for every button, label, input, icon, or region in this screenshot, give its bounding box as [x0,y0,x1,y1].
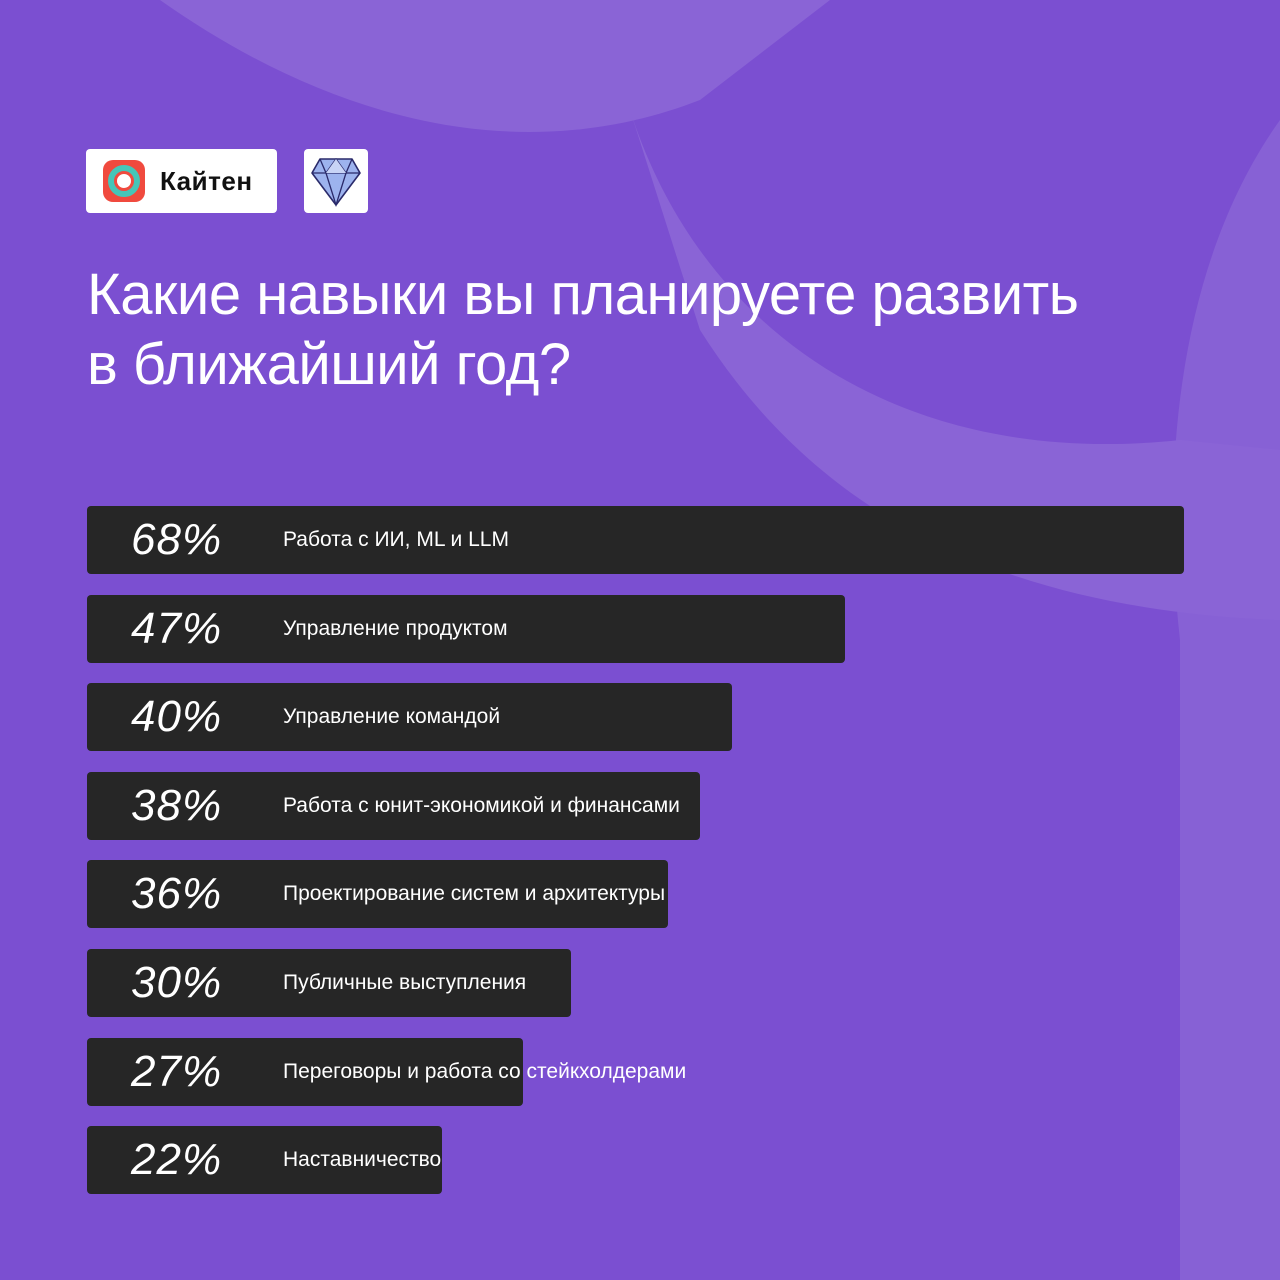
bar-category-label: Наставничество [283,1148,442,1171]
bar-value-label: 22% [131,1135,223,1184]
bar-category-label: Работа с юнит-экономикой и финансами [283,794,680,817]
bar-category-label: Переговоры и работа со стейкхолдерами [283,1060,687,1083]
background-arc-shape [1173,0,1280,1280]
bar-category-label: Работа с ИИ, ML и LLM [283,528,509,551]
bar-value-label: 38% [131,781,223,830]
kaiten-logo: Кайтен [86,149,277,213]
kaiten-logo-text: Кайтен [160,165,253,196]
bar-value-label: 40% [131,692,223,741]
bar-category-label: Проектирование систем и архитектуры [283,882,666,905]
bar-row: 22% Наставничество [87,1126,442,1194]
bar-row: 38% Работа с юнит-экономикой и финансами [87,772,700,840]
bar-value-label: 36% [131,869,223,918]
bar-row: 27% Переговоры и работа со стейкхолдерами [87,1038,686,1106]
bar-category-label: Управление продуктом [283,617,508,640]
background-arc-shape [160,0,830,132]
bar-category-label: Публичные выступления [283,971,527,994]
bar-row: 30% Публичные выступления [87,949,571,1017]
background-arc-shape [630,110,1280,620]
bar-value-label: 47% [131,604,223,653]
page-title: Какие навыки вы планируете развить в бли… [87,262,1079,397]
bar-category-label: Управление командой [283,705,501,728]
bar-value-label: 68% [131,515,223,564]
bar-value-label: 27% [131,1047,223,1096]
bar-row: 40% Управление командой [87,683,732,751]
bar-row: 47% Управление продуктом [87,595,845,663]
kaiten-logo-icon [103,160,145,202]
bar-row: 36% Проектирование систем и архитектуры [87,860,668,928]
diamond-icon [311,157,361,208]
bar-row: 68% Работа с ИИ, ML и LLM [87,506,1184,574]
gem-badge [304,149,368,213]
bar-value-label: 30% [131,958,223,1007]
